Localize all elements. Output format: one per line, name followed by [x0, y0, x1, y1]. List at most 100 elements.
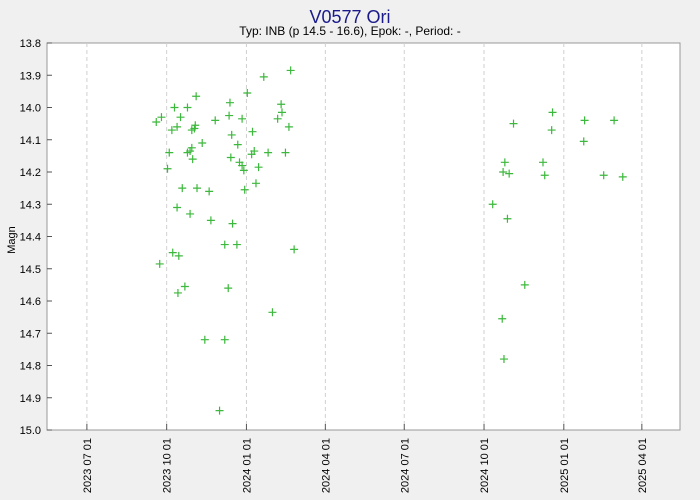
- data-point: [618, 172, 627, 181]
- y-tick-label: 15.0: [20, 425, 41, 437]
- data-point: [281, 148, 290, 157]
- y-tick-label: 14.3: [20, 199, 41, 211]
- data-point: [152, 118, 161, 127]
- data-point: [220, 335, 229, 344]
- data-point: [286, 66, 295, 75]
- data-point: [224, 284, 233, 293]
- y-tick-label: 14.9: [20, 393, 41, 405]
- data-point: [220, 240, 229, 249]
- data-point: [233, 140, 242, 149]
- x-tick-label: 2024 10 01: [479, 438, 491, 493]
- y-tick-label: 14.4: [20, 232, 41, 244]
- chart-subtitle: Typ: INB (p 14.5 - 16.6), Epok: -, Perio…: [239, 24, 460, 38]
- data-point: [228, 219, 237, 228]
- data-point: [178, 184, 187, 193]
- data-point: [165, 148, 174, 157]
- y-tick-label: 13.8: [20, 38, 41, 50]
- data-point: [273, 114, 282, 123]
- data-point: [284, 122, 293, 131]
- data-point: [215, 406, 224, 415]
- data-point: [168, 248, 177, 257]
- data-point: [155, 259, 164, 268]
- data-point: [225, 98, 234, 107]
- data-point: [192, 92, 201, 101]
- chart-title: V0577 Ori: [309, 7, 390, 27]
- data-point: [264, 148, 273, 157]
- y-tick-label: 14.6: [20, 296, 41, 308]
- data-point: [173, 122, 182, 131]
- data-point: [248, 127, 257, 136]
- data-point: [232, 240, 241, 249]
- data-point: [547, 126, 556, 135]
- x-tick-label: 2025 04 01: [637, 438, 649, 493]
- y-axis-label: Magn: [6, 226, 18, 254]
- y-tick-label: 14.2: [20, 167, 41, 179]
- data-point: [498, 314, 507, 323]
- data-point: [251, 179, 260, 188]
- data-point: [183, 103, 192, 112]
- data-point: [238, 161, 247, 170]
- data-point: [499, 355, 508, 364]
- data-point: [243, 88, 252, 97]
- data-point: [548, 108, 557, 117]
- y-tick-label: 14.1: [20, 135, 41, 147]
- data-point: [580, 116, 589, 125]
- y-tick-label: 14.0: [20, 103, 41, 115]
- data-point: [173, 288, 182, 297]
- data-point: [186, 209, 195, 218]
- data-point: [176, 113, 185, 122]
- data-point: [538, 158, 547, 167]
- x-tick-label: 2025 01 01: [559, 438, 571, 493]
- data-point: [225, 111, 234, 120]
- data-point: [180, 282, 189, 291]
- y-tick-label: 14.5: [20, 264, 41, 276]
- data-point: [268, 308, 277, 317]
- data-point: [163, 164, 172, 173]
- y-tick-label: 14.7: [20, 328, 41, 340]
- data-point: [488, 200, 497, 209]
- x-tick-label: 2024 07 01: [399, 438, 411, 493]
- data-point: [610, 116, 619, 125]
- data-point: [277, 100, 286, 109]
- data-point: [198, 138, 207, 147]
- data-point: [250, 147, 259, 156]
- data-point: [509, 119, 518, 128]
- data-point: [239, 166, 248, 175]
- data-point: [167, 126, 176, 135]
- data-point: [170, 103, 179, 112]
- plot-area: [46, 42, 681, 431]
- data-point: [193, 184, 202, 193]
- data-point: [173, 203, 182, 212]
- data-point: [187, 143, 196, 152]
- data-point: [290, 245, 299, 254]
- data-point: [277, 108, 286, 117]
- data-point: [599, 171, 608, 180]
- data-point: [205, 187, 214, 196]
- data-point: [211, 116, 220, 125]
- x-tick-label: 2023 07 01: [82, 438, 94, 493]
- x-tick-label: 2023 10 01: [162, 438, 174, 493]
- data-point: [238, 114, 247, 123]
- data-point: [500, 158, 509, 167]
- data-point: [191, 121, 200, 130]
- data-point: [254, 163, 263, 172]
- y-tick-label: 14.8: [20, 361, 41, 373]
- data-point: [259, 72, 268, 81]
- data-point: [206, 216, 215, 225]
- data-point: [157, 113, 166, 122]
- data-point: [503, 214, 512, 223]
- data-point: [200, 335, 209, 344]
- data-point: [174, 251, 183, 260]
- data-point: [188, 155, 197, 164]
- x-tick-label: 2024 01 01: [241, 438, 253, 493]
- data-point: [540, 171, 549, 180]
- data-point: [505, 169, 514, 178]
- y-tick-label: 13.9: [20, 70, 41, 82]
- x-tick-label: 2024 04 01: [320, 438, 332, 493]
- data-point: [579, 137, 588, 146]
- data-point: [240, 185, 249, 194]
- data-point: [227, 130, 236, 139]
- data-point: [520, 280, 529, 289]
- data-point: [499, 168, 508, 176]
